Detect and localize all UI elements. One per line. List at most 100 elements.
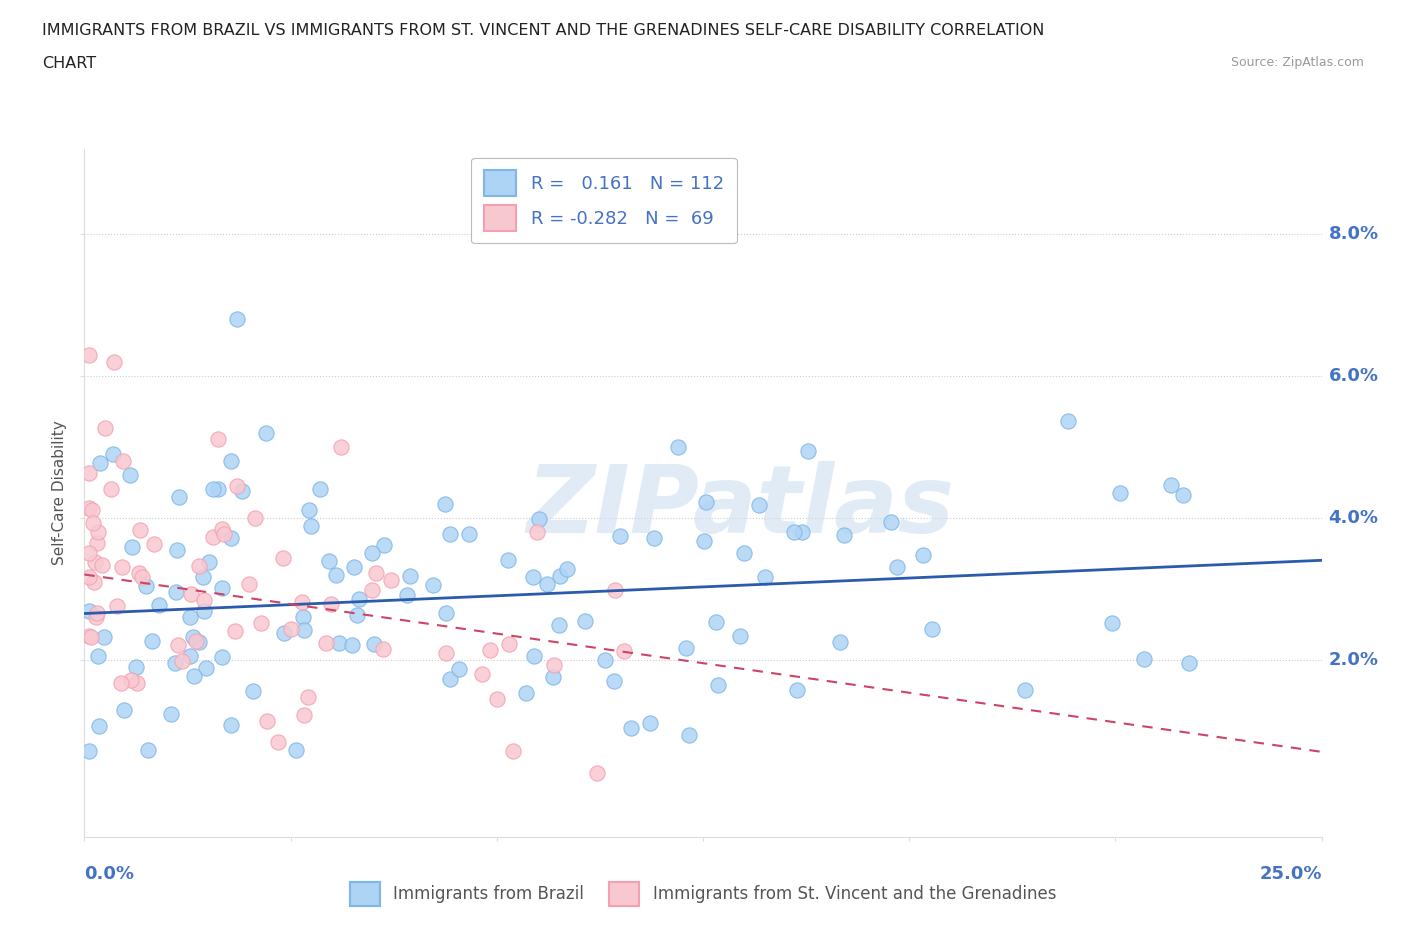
Point [361, 582, 384, 597]
Point [180, 587, 202, 602]
Point [93, 630, 115, 644]
Point [548, 618, 571, 632]
Point [439, 526, 461, 541]
Point [207, 482, 229, 497]
Point [82, 515, 104, 530]
Point [187, 634, 209, 649]
Text: 6.0%: 6.0% [1329, 366, 1379, 385]
Point [828, 635, 851, 650]
Point [211, 649, 233, 664]
Point [1160, 478, 1182, 493]
Point [526, 525, 548, 539]
Point [380, 573, 402, 588]
Point [574, 614, 596, 629]
Point [620, 721, 643, 736]
Point [1133, 651, 1156, 666]
Point [193, 604, 215, 618]
Point [128, 565, 150, 580]
Point [201, 530, 224, 545]
Point [399, 569, 422, 584]
Point [363, 637, 385, 652]
Point [496, 552, 519, 567]
Point [586, 765, 609, 780]
Point [135, 578, 157, 593]
Point [373, 641, 395, 656]
Point [198, 554, 221, 569]
Point [201, 482, 224, 497]
Point [103, 354, 125, 369]
Point [183, 669, 205, 684]
Point [529, 512, 551, 526]
Point [163, 656, 186, 671]
Point [880, 514, 903, 529]
Point [638, 716, 661, 731]
Point [361, 546, 384, 561]
Point [80, 630, 103, 644]
Point [84, 554, 107, 569]
Point [1101, 615, 1123, 630]
Text: 4.0%: 4.0% [1329, 509, 1379, 526]
Point [280, 622, 302, 637]
Point [89, 456, 111, 471]
Point [1057, 414, 1080, 429]
Point [912, 548, 935, 563]
Point [298, 502, 321, 517]
Point [921, 621, 943, 636]
Point [675, 640, 697, 655]
Point [603, 674, 626, 689]
Point [179, 609, 201, 624]
Point [543, 658, 565, 672]
Point [458, 527, 481, 542]
Text: CHART: CHART [42, 56, 96, 71]
Point [238, 577, 260, 591]
Text: Source: ZipAtlas.com: Source: ZipAtlas.com [1230, 56, 1364, 69]
Point [86, 536, 108, 551]
Text: 2.0%: 2.0% [1329, 651, 1379, 669]
Point [373, 538, 395, 552]
Point [266, 734, 288, 749]
Point [834, 528, 856, 543]
Point [1178, 656, 1201, 671]
Point [79, 744, 101, 759]
Point [433, 496, 456, 511]
Point [523, 648, 546, 663]
Point [1014, 683, 1036, 698]
Point [231, 484, 253, 498]
Point [256, 714, 278, 729]
Point [643, 530, 665, 545]
Point [105, 598, 128, 613]
Point [89, 718, 111, 733]
Point [436, 645, 458, 660]
Point [79, 546, 101, 561]
Point [292, 609, 315, 624]
Point [87, 648, 110, 663]
Point [83, 575, 105, 590]
Y-axis label: Self-Care Disability: Self-Care Disability [52, 420, 67, 565]
Point [110, 675, 132, 690]
Point [347, 591, 370, 606]
Point [548, 568, 571, 583]
Point [522, 570, 544, 585]
Legend: R =   0.161   N = 112, R = -0.282   N =  69: R = 0.161 N = 112, R = -0.282 N = 69 [471, 158, 737, 244]
Point [254, 425, 277, 440]
Point [543, 670, 565, 684]
Point [343, 560, 366, 575]
Point [271, 551, 294, 565]
Text: ZIPatlas: ZIPatlas [526, 460, 955, 552]
Point [165, 585, 187, 600]
Point [325, 567, 347, 582]
Point [170, 654, 193, 669]
Point [80, 503, 103, 518]
Point [211, 522, 233, 537]
Point [422, 578, 444, 592]
Text: 8.0%: 8.0% [1329, 225, 1379, 243]
Point [786, 682, 808, 697]
Point [309, 482, 332, 497]
Legend: Immigrants from Brazil, Immigrants from St. Vincent and the Grenadines: Immigrants from Brazil, Immigrants from … [343, 875, 1063, 912]
Point [704, 615, 727, 630]
Point [294, 708, 316, 723]
Point [285, 743, 308, 758]
Point [612, 644, 634, 658]
Point [79, 500, 101, 515]
Point [167, 637, 190, 652]
